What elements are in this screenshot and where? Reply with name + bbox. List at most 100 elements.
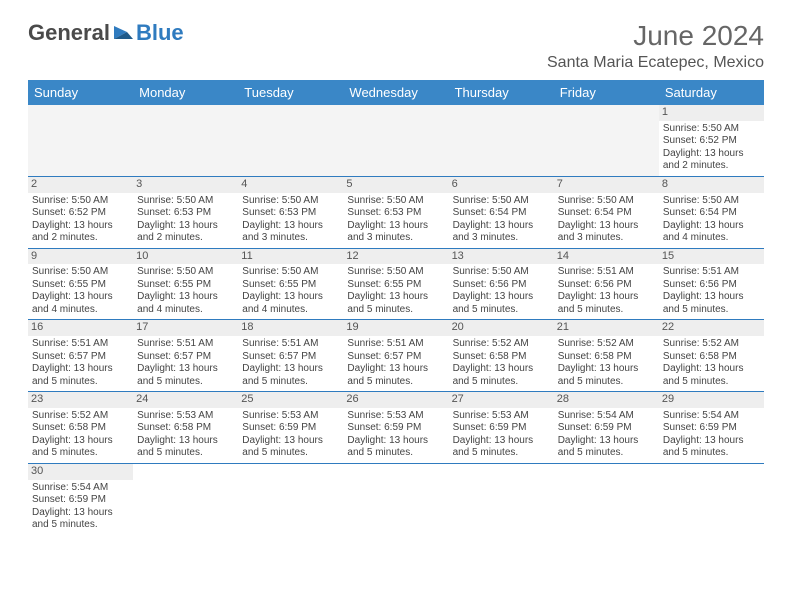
sunrise-line: Sunrise: 5:52 AM bbox=[32, 410, 129, 423]
sunset-line: Sunset: 6:54 PM bbox=[663, 207, 760, 220]
day-cell: 8 Sunrise: 5:50 AMSunset: 6:54 PMDaylight… bbox=[659, 176, 764, 248]
logo-text-blue: Blue bbox=[136, 20, 184, 46]
day-number: 2 bbox=[28, 177, 133, 193]
sunset-line: Sunset: 6:56 PM bbox=[558, 279, 655, 292]
calendar-body: 1Sunrise: 5:50 AMSunset: 6:52 PMDaylight… bbox=[28, 105, 764, 535]
sunrise-line: Sunrise: 5:50 AM bbox=[32, 195, 129, 208]
daylight-line: Daylight: 13 hours and 5 minutes. bbox=[453, 291, 550, 316]
day-cell: 5 Sunrise: 5:50 AMSunset: 6:53 PMDaylight… bbox=[343, 176, 448, 248]
daylight-line: Daylight: 13 hours and 5 minutes. bbox=[663, 363, 760, 388]
sunrise-line: Sunrise: 5:50 AM bbox=[347, 195, 444, 208]
day-number: 5 bbox=[343, 177, 448, 193]
day-cell: 21 Sunrise: 5:52 AMSunset: 6:58 PMDayligh… bbox=[554, 320, 659, 392]
sunrise-line: Sunrise: 5:50 AM bbox=[137, 195, 234, 208]
day-cell: 28Sunrise: 5:54 AMSunset: 6:59 PMDayligh… bbox=[554, 392, 659, 464]
sunset-line: Sunset: 6:59 PM bbox=[663, 422, 760, 435]
day-cell: 6Sunrise: 5:50 AMSunset: 6:54 PMDaylight… bbox=[449, 176, 554, 248]
sunrise-line: Sunrise: 5:50 AM bbox=[663, 123, 760, 136]
calendar-table: SundayMondayTuesdayWednesdayThursdayFrid… bbox=[28, 80, 764, 535]
daylight-line: Daylight: 13 hours and 5 minutes. bbox=[137, 435, 234, 460]
sunset-line: Sunset: 6:57 PM bbox=[347, 351, 444, 364]
daylight-line: Daylight: 13 hours and 4 minutes. bbox=[137, 291, 234, 316]
daylight-line: Daylight: 13 hours and 5 minutes. bbox=[32, 363, 129, 388]
day-cell bbox=[449, 105, 554, 176]
daylight-line: Daylight: 13 hours and 3 minutes. bbox=[558, 220, 655, 245]
daylight-line: Daylight: 13 hours and 4 minutes. bbox=[242, 291, 339, 316]
sunrise-line: Sunrise: 5:51 AM bbox=[32, 338, 129, 351]
sunset-line: Sunset: 6:55 PM bbox=[32, 279, 129, 292]
day-number: 30 bbox=[28, 464, 133, 480]
daylight-line: Daylight: 13 hours and 4 minutes. bbox=[663, 220, 760, 245]
day-cell: 19Sunrise: 5:51 AMSunset: 6:57 PMDayligh… bbox=[343, 320, 448, 392]
daylight-line: Daylight: 13 hours and 5 minutes. bbox=[663, 435, 760, 460]
day-cell bbox=[238, 463, 343, 534]
col-header: Friday bbox=[554, 80, 659, 105]
day-cell: 7Sunrise: 5:50 AMSunset: 6:54 PMDaylight… bbox=[554, 176, 659, 248]
day-cell bbox=[449, 463, 554, 534]
day-cell: 17Sunrise: 5:51 AMSunset: 6:57 PMDayligh… bbox=[133, 320, 238, 392]
sunrise-line: Sunrise: 5:50 AM bbox=[453, 266, 550, 279]
sunset-line: Sunset: 6:56 PM bbox=[663, 279, 760, 292]
col-header: Tuesday bbox=[238, 80, 343, 105]
sunrise-line: Sunrise: 5:54 AM bbox=[663, 410, 760, 423]
day-number: 7 bbox=[554, 177, 659, 193]
day-cell: 30Sunrise: 5:54 AMSunset: 6:59 PMDayligh… bbox=[28, 463, 133, 534]
day-number: 11 bbox=[238, 249, 343, 265]
day-number: 23 bbox=[28, 392, 133, 408]
day-cell: 10Sunrise: 5:50 AMSunset: 6:55 PMDayligh… bbox=[133, 248, 238, 320]
daylight-line: Daylight: 13 hours and 5 minutes. bbox=[32, 507, 129, 532]
day-cell: 2 Sunrise: 5:50 AMSunset: 6:52 PMDaylight… bbox=[28, 176, 133, 248]
day-number: 21 bbox=[554, 320, 659, 336]
sunrise-line: Sunrise: 5:52 AM bbox=[453, 338, 550, 351]
day-number: 19 bbox=[343, 320, 448, 336]
sunrise-line: Sunrise: 5:52 AM bbox=[558, 338, 655, 351]
daylight-line: Daylight: 13 hours and 5 minutes. bbox=[663, 291, 760, 316]
day-number: 18 bbox=[238, 320, 343, 336]
day-number: 12 bbox=[343, 249, 448, 265]
sunset-line: Sunset: 6:58 PM bbox=[558, 351, 655, 364]
day-cell bbox=[343, 105, 448, 176]
daylight-line: Daylight: 13 hours and 2 minutes. bbox=[32, 220, 129, 245]
day-cell bbox=[238, 105, 343, 176]
day-cell: 24Sunrise: 5:53 AMSunset: 6:58 PMDayligh… bbox=[133, 392, 238, 464]
sunrise-line: Sunrise: 5:50 AM bbox=[663, 195, 760, 208]
daylight-line: Daylight: 13 hours and 5 minutes. bbox=[242, 435, 339, 460]
day-number: 25 bbox=[238, 392, 343, 408]
sunset-line: Sunset: 6:57 PM bbox=[32, 351, 129, 364]
day-cell: 25Sunrise: 5:53 AMSunset: 6:59 PMDayligh… bbox=[238, 392, 343, 464]
sunset-line: Sunset: 6:53 PM bbox=[347, 207, 444, 220]
sunrise-line: Sunrise: 5:53 AM bbox=[137, 410, 234, 423]
day-number: 24 bbox=[133, 392, 238, 408]
day-cell: 13Sunrise: 5:50 AMSunset: 6:56 PMDayligh… bbox=[449, 248, 554, 320]
sunrise-line: Sunrise: 5:53 AM bbox=[347, 410, 444, 423]
sunrise-line: Sunrise: 5:51 AM bbox=[137, 338, 234, 351]
daylight-line: Daylight: 13 hours and 5 minutes. bbox=[558, 363, 655, 388]
sunset-line: Sunset: 6:53 PM bbox=[242, 207, 339, 220]
day-cell: 15Sunrise: 5:51 AMSunset: 6:56 PMDayligh… bbox=[659, 248, 764, 320]
day-cell bbox=[133, 463, 238, 534]
day-cell: 9Sunrise: 5:50 AMSunset: 6:55 PMDaylight… bbox=[28, 248, 133, 320]
sunrise-line: Sunrise: 5:51 AM bbox=[242, 338, 339, 351]
logo-text-general: General bbox=[28, 20, 110, 46]
sunrise-line: Sunrise: 5:50 AM bbox=[558, 195, 655, 208]
daylight-line: Daylight: 13 hours and 3 minutes. bbox=[347, 220, 444, 245]
sunset-line: Sunset: 6:59 PM bbox=[347, 422, 444, 435]
day-number: 9 bbox=[28, 249, 133, 265]
sunset-line: Sunset: 6:52 PM bbox=[32, 207, 129, 220]
day-number: 1 bbox=[659, 105, 764, 121]
sunset-line: Sunset: 6:57 PM bbox=[137, 351, 234, 364]
day-cell: 4Sunrise: 5:50 AMSunset: 6:53 PMDaylight… bbox=[238, 176, 343, 248]
daylight-line: Daylight: 13 hours and 5 minutes. bbox=[558, 291, 655, 316]
sunrise-line: Sunrise: 5:53 AM bbox=[453, 410, 550, 423]
sunrise-line: Sunrise: 5:50 AM bbox=[347, 266, 444, 279]
location: Santa Maria Ecatepec, Mexico bbox=[547, 54, 764, 72]
day-number: 16 bbox=[28, 320, 133, 336]
day-cell: 11Sunrise: 5:50 AMSunset: 6:55 PMDayligh… bbox=[238, 248, 343, 320]
day-cell bbox=[133, 105, 238, 176]
day-number: 20 bbox=[449, 320, 554, 336]
day-number: 8 bbox=[659, 177, 764, 193]
day-cell: 29Sunrise: 5:54 AMSunset: 6:59 PMDayligh… bbox=[659, 392, 764, 464]
day-cell bbox=[554, 463, 659, 534]
col-header: Wednesday bbox=[343, 80, 448, 105]
sunset-line: Sunset: 6:54 PM bbox=[453, 207, 550, 220]
